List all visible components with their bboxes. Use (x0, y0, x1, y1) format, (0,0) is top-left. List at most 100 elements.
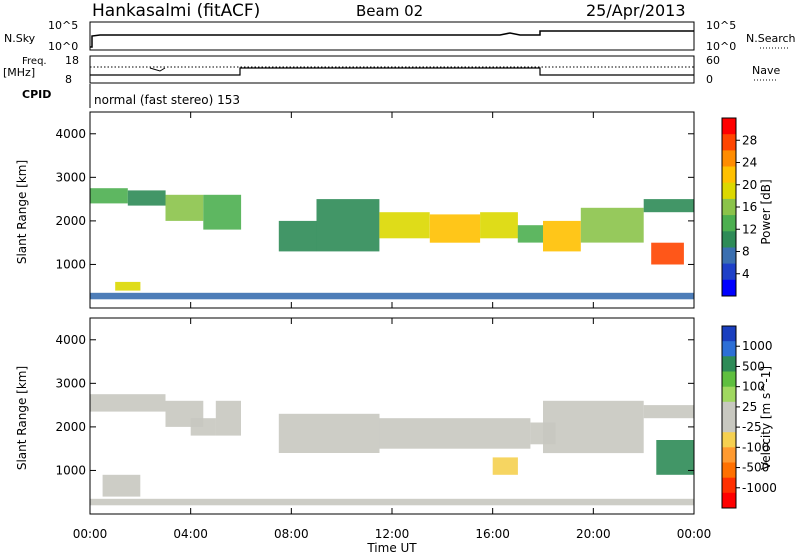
x-tick-label-1: 04:00 (173, 527, 208, 541)
power-colorbar-swatch-0 (722, 118, 736, 135)
power-band-10 (543, 220, 581, 252)
nsearch-tick-low: 10^0 (706, 40, 736, 53)
freq-label: Freq. (22, 56, 47, 67)
x-tick-labels: 00:00 04:00 08:00 12:00 16:00 20:00 00:00 (73, 527, 712, 541)
power-colorbar-swatch-4 (722, 182, 736, 200)
velocity-cb-ticks-label-6: -500 (742, 461, 769, 475)
power-band-4 (278, 220, 317, 252)
freq-blip (149, 67, 166, 72)
power-band-6 (379, 212, 430, 239)
power-cb-ticks-label-0: 28 (742, 133, 757, 147)
velocity-colorbar-swatch-3 (722, 371, 736, 388)
nave-tick-low: 0 (706, 73, 713, 86)
power-ytick-label-3: 1000 (55, 257, 86, 271)
velocity-y-ticks: 4000 3000 2000 1000 (55, 333, 694, 477)
velocity-cb-ticks-label-3: 25 (742, 400, 757, 414)
velocity-colorbar-swatch-4 (722, 386, 736, 403)
power-colorbar-swatch-10 (722, 279, 736, 297)
velocity-cb-ticks-label-7: -1000 (742, 481, 777, 495)
velocity-x-ticks (89, 318, 695, 514)
power-band-0 (90, 188, 128, 204)
power-cb-ticks-label-5: 8 (742, 245, 750, 259)
freq-tick-low: 8 (65, 73, 72, 86)
nsearch-tick-high: 10^5 (706, 19, 736, 32)
power-colorbar-swatch-3 (722, 166, 736, 184)
date-title: 25/Apr/2013 (586, 1, 686, 20)
velocity-y-axis-label: Slant Range [km] (15, 366, 29, 470)
velocity-colorbar-label: Velocity [m s^-1] (759, 366, 773, 470)
velocity-band-12 (90, 498, 694, 506)
power-colorbar-swatch-8 (722, 247, 736, 265)
power-band-13 (651, 242, 684, 265)
velocity-band-11 (102, 474, 141, 497)
power-ytick-label-1: 3000 (55, 170, 86, 184)
velocity-band-5 (379, 418, 531, 449)
velocity-cb-ticks-label-2: 100 (742, 380, 765, 394)
velocity-colorbar-swatch-6 (722, 417, 736, 433)
velocity-ytick-label-0: 4000 (55, 333, 86, 347)
power-band-15 (90, 292, 694, 300)
velocity-colorbar-swatch-2 (722, 356, 736, 372)
velocity-band-0 (90, 394, 166, 412)
power-colorbar (721, 117, 737, 297)
velocity-colorbar-frame (721, 325, 737, 509)
x-tick-label-0: 00:00 (73, 527, 108, 541)
power-colorbar-swatch-7 (722, 231, 736, 248)
x-tick-label-5: 20:00 (576, 527, 611, 541)
velocity-colorbar (721, 325, 737, 509)
power-cb-ticks-label-2: 20 (742, 178, 757, 192)
velocity-colorbar-ticks: 1000 500 100 25 -25 -100 -500 -1000 (736, 339, 777, 495)
nave-tick-high: 60 (706, 54, 720, 67)
power-band-3 (203, 194, 242, 230)
cpid-label: CPID (22, 88, 51, 101)
power-colorbar-swatch-6 (722, 215, 736, 232)
velocity-band-10 (656, 440, 695, 475)
power-x-ticks (89, 112, 695, 308)
velocity-cb-ticks-label-1: 500 (742, 359, 765, 373)
nsky-label: N.Sky (4, 32, 36, 45)
velocity-band-6 (492, 457, 518, 475)
power-colorbar-swatch-2 (722, 150, 736, 168)
velocity-colorbar-swatch-7 (722, 432, 736, 448)
power-band-8 (480, 212, 518, 239)
nsky-panel-frame (89, 21, 695, 51)
velocity-band-2 (190, 418, 216, 436)
nsky-tick-low: 10^0 (48, 40, 78, 53)
power-colorbar-swatch-9 (722, 263, 736, 281)
power-colorbar-label: Power [dB] (759, 179, 773, 244)
velocity-band-3 (215, 400, 241, 436)
power-band-9 (517, 225, 543, 243)
freq-unit: [MHz] (3, 66, 35, 79)
power-band-14 (115, 281, 141, 291)
velocity-ytick-label-3: 1000 (55, 463, 86, 477)
x-tick-label-4: 16:00 (475, 527, 510, 541)
power-band-2 (165, 194, 204, 221)
station-title: Hankasalmi (fitACF) (92, 1, 260, 21)
x-tick-label-3: 12:00 (375, 527, 410, 541)
power-ytick-label-0: 4000 (55, 127, 86, 141)
velocity-band-8 (543, 400, 644, 454)
velocity-cb-ticks-label-5: -100 (742, 440, 769, 454)
velocity-colorbar-swatch-5 (722, 401, 736, 418)
freq-trace (90, 67, 694, 76)
power-ytick-label-2: 2000 (55, 214, 86, 228)
nsky-tick-high: 10^5 (48, 19, 78, 32)
velocity-panel: 4000 3000 2000 1000 Slant Range [km] (15, 317, 695, 515)
power-band-5 (316, 199, 380, 252)
x-tick-label-6: 00:00 (677, 527, 712, 541)
power-band-7 (429, 214, 481, 243)
velocity-cb-ticks-label-0: 1000 (742, 339, 773, 353)
power-colorbar-swatch-5 (722, 198, 736, 216)
power-panel: 4000 3000 2000 1000 Slant Range [km] (15, 111, 695, 309)
power-cb-ticks-label-3: 16 (742, 200, 757, 214)
velocity-ytick-label-2: 2000 (55, 420, 86, 434)
power-colorbar-swatch-1 (722, 134, 736, 151)
power-band-11 (580, 207, 644, 243)
power-y-ticks: 4000 3000 2000 1000 (55, 127, 694, 271)
velocity-ytick-label-1: 3000 (55, 376, 86, 390)
velocity-colorbar-swatch-1 (722, 341, 736, 357)
x-tick-label-2: 08:00 (274, 527, 309, 541)
cpid-text: normal (fast stereo) 153 (94, 93, 240, 107)
velocity-colorbar-swatch-11 (722, 492, 736, 509)
